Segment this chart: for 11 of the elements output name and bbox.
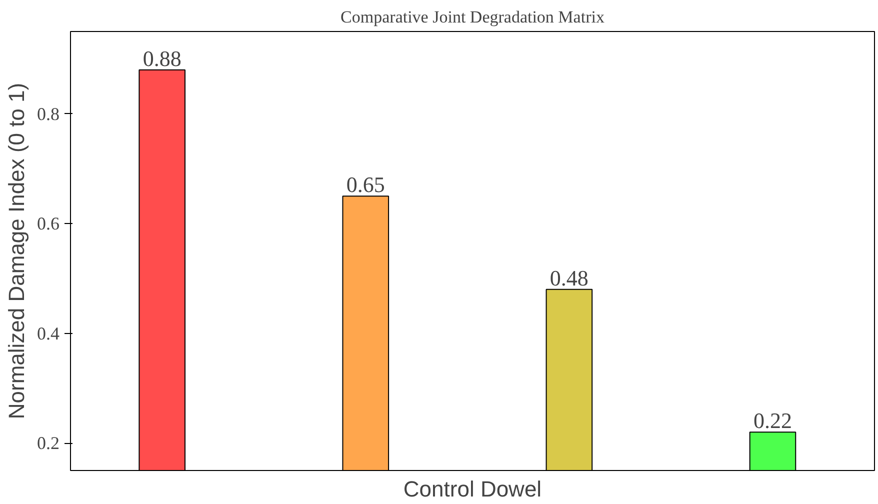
data-label: 0.48 [550, 265, 588, 290]
y-axis-title: Normalized Damage Index (0 to 1) [4, 82, 29, 420]
y-tick-label: 0.8 [37, 104, 60, 124]
x-axis-title: Control Dowel [403, 476, 542, 502]
y-tick-label: 0.2 [37, 433, 60, 454]
chart-title: Comparative Joint Degradation Matrix [340, 8, 605, 26]
data-label: 0.22 [753, 408, 792, 434]
y-tick-label: 0.4 [37, 323, 60, 344]
data-label: 0.65 [346, 172, 385, 198]
y-tick-label: 0.6 [37, 214, 60, 234]
data-label: 0.88 [142, 46, 182, 71]
